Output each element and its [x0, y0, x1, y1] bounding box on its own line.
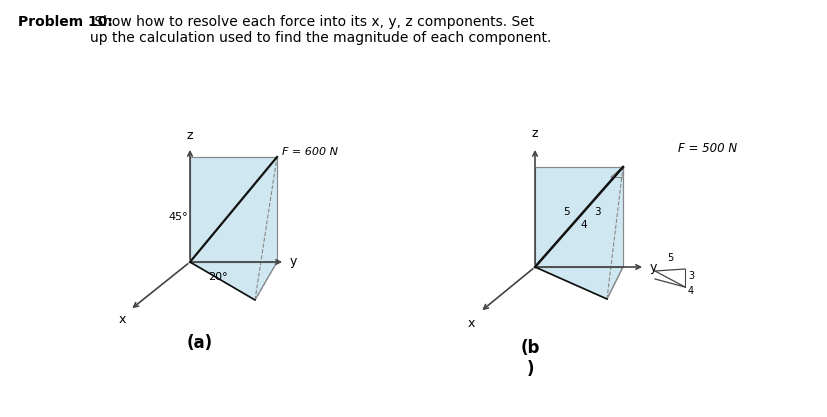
Text: 5: 5	[666, 253, 672, 263]
Text: y: y	[649, 261, 657, 274]
Text: Show how to resolve each force into its x, y, z components. Set
up the calculati: Show how to resolve each force into its …	[90, 15, 551, 45]
Text: (a): (a)	[187, 334, 213, 352]
Text: 3: 3	[687, 271, 693, 281]
Text: x: x	[118, 313, 126, 326]
Text: (b
): (b )	[519, 339, 539, 378]
Text: z: z	[187, 129, 193, 142]
Polygon shape	[189, 157, 277, 262]
Text: 3: 3	[593, 207, 600, 217]
Text: 4: 4	[580, 220, 586, 230]
Text: Problem 10:: Problem 10:	[18, 15, 112, 29]
Text: 4: 4	[687, 286, 693, 296]
Text: y: y	[289, 256, 297, 269]
Text: 20°: 20°	[208, 272, 227, 282]
Polygon shape	[189, 262, 277, 300]
Text: F = 600 N: F = 600 N	[282, 147, 337, 157]
Text: z: z	[531, 127, 538, 140]
Text: 45°: 45°	[168, 212, 188, 222]
Text: 5: 5	[563, 207, 570, 217]
Text: F = 500 N: F = 500 N	[677, 143, 736, 156]
Polygon shape	[534, 267, 622, 299]
Polygon shape	[534, 167, 622, 267]
Text: x: x	[467, 317, 475, 330]
